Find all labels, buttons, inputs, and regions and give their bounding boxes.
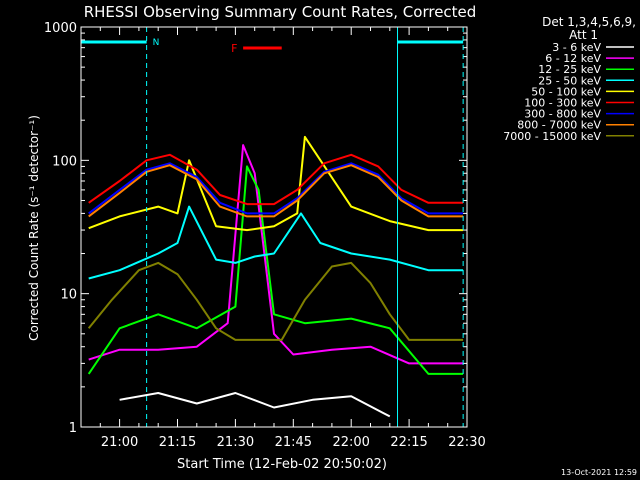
- legend-label-4: 50 - 100 keV: [531, 85, 601, 98]
- axes-group: 21:00 21:15 21:30 21:45 22:00 22:15 22:30 1 10 10…: [44, 21, 486, 450]
- chart-title: RHESSI Observing Summary Count Rates, Co…: [84, 3, 477, 21]
- legend-label-1: 6 - 12 keV: [545, 52, 601, 65]
- series-line-7: [88, 164, 464, 218]
- x-axis-label: Start Time (12-Feb-02 20:50:02): [177, 457, 387, 472]
- y-tick-label: 10: [60, 288, 77, 303]
- series-line-8: [87, 261, 464, 341]
- night-flag-label: N: [153, 38, 160, 48]
- x-tick-label: 22:00: [332, 435, 369, 450]
- flare-flag-label: F: [231, 42, 237, 55]
- series-line-6: [88, 162, 464, 215]
- series-line-4: [88, 135, 464, 232]
- series-layer: [87, 135, 464, 418]
- plot-frame: [80, 26, 468, 428]
- y-tick-label: 1000: [44, 21, 77, 36]
- legend-header-line-2: Att 1: [569, 28, 598, 42]
- legend-label-8: 7000 - 15000 keV: [503, 130, 601, 143]
- legend-header-line-1: Det 1,3,4,5,6,9,: [542, 15, 636, 29]
- x-tick-label: 22:30: [448, 435, 485, 450]
- series-line-0: [119, 392, 391, 418]
- series-line-1: [88, 144, 464, 365]
- legend-label-7: 800 - 7000 keV: [517, 119, 601, 132]
- series-line-3: [88, 205, 464, 280]
- x-tick-label: 21:00: [101, 435, 138, 450]
- x-tick-label: 21:45: [275, 435, 312, 450]
- x-tick-label: 21:15: [159, 435, 196, 450]
- legend-label-0: 3 - 6 keV: [552, 41, 601, 54]
- series-line-5: [88, 153, 464, 206]
- legend-label-5: 100 - 300 keV: [524, 97, 601, 110]
- footer-date: 13-Oct-2021 12:59: [561, 468, 637, 477]
- legend-label-3: 25 - 50 keV: [538, 74, 601, 87]
- y-axis-label: Corrected Count Rate (s⁻¹ detector⁻¹): [27, 115, 41, 341]
- legend-label-6: 300 - 800 keV: [524, 108, 601, 121]
- x-tick-label: 21:30: [217, 435, 254, 450]
- x-tick-label: 22:15: [390, 435, 427, 450]
- y-tick-label: 100: [52, 154, 77, 169]
- y-tick-label: 1: [69, 421, 77, 436]
- series-line-2: [87, 165, 464, 375]
- legend-label-2: 12 - 25 keV: [538, 63, 601, 76]
